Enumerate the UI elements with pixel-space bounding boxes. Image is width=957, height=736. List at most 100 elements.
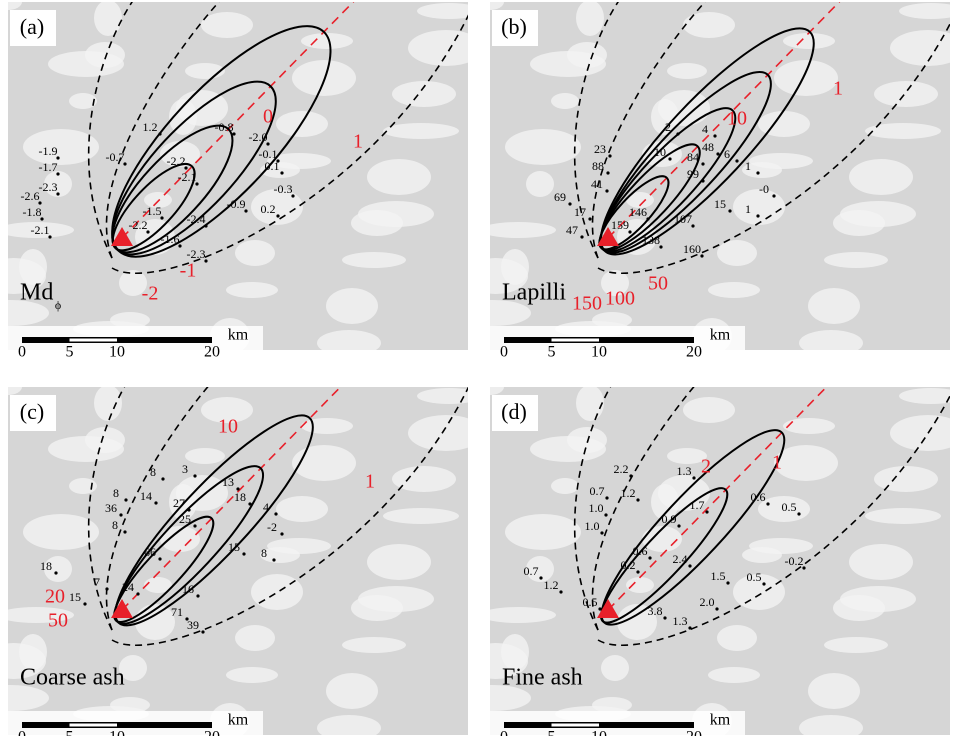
sample-dot	[766, 502, 769, 505]
terrain-patch	[708, 667, 760, 683]
terrain-patch	[417, 3, 481, 19]
scale-bar-white	[552, 724, 600, 727]
terrain-patch	[480, 607, 556, 623]
scale-bar-white	[70, 339, 118, 342]
sample-dot	[568, 202, 571, 205]
sample-dot	[608, 154, 611, 157]
panel-title: Fine ash	[502, 665, 583, 691]
sample-value: 8	[113, 486, 119, 500]
sample-dot	[193, 524, 196, 527]
sample-value: -0.7	[106, 150, 125, 164]
sample-value: 71	[171, 605, 183, 619]
sample-value: 6	[724, 147, 730, 161]
scale-tick: 10	[109, 344, 125, 361]
isoline-label: 50	[48, 610, 68, 632]
terrain-patch	[342, 637, 406, 653]
terrain-patch	[69, 478, 97, 494]
sample-dot	[701, 179, 704, 182]
sample-dot	[105, 587, 108, 590]
sample-dot	[668, 157, 671, 160]
sample-value: 1.2	[143, 120, 158, 134]
terrain-patch	[783, 418, 835, 434]
sample-dot	[123, 530, 126, 533]
terrain-patch	[576, 385, 604, 421]
sample-value: 0.9	[662, 512, 677, 526]
terrain-patch	[783, 33, 835, 49]
terrain-patch	[351, 210, 403, 236]
scale-tick: 20	[686, 729, 702, 736]
sample-value: 159	[611, 218, 629, 232]
terrain-patch	[94, 0, 122, 36]
sample-value: 146	[629, 205, 647, 219]
sample-dot	[83, 602, 86, 605]
terrain-patch	[530, 436, 606, 462]
terrain-patch	[48, 51, 124, 77]
isoline-label: 1	[365, 471, 375, 493]
sample-value: 2.4	[673, 552, 688, 566]
terrain-patch	[367, 159, 431, 195]
sample-dot	[280, 171, 283, 174]
terrain-patch	[774, 60, 838, 96]
terrain-patch	[201, 12, 253, 38]
sample-value: 0.5	[782, 500, 797, 514]
terrain-patch	[342, 252, 406, 268]
terrain-patch	[226, 667, 278, 683]
sample-dot	[636, 498, 639, 501]
terrain-patch	[69, 93, 97, 109]
sample-value: -2	[267, 520, 277, 534]
sample-dot	[692, 476, 695, 479]
terrain-patch	[408, 415, 484, 451]
scale-unit: km	[228, 327, 249, 344]
sample-value: 1.3	[677, 464, 692, 478]
terrain-patch	[576, 0, 604, 36]
sample-value: 48	[702, 140, 714, 154]
sample-dot	[636, 570, 639, 573]
terrain-patch	[667, 63, 707, 79]
terrain-patch	[551, 93, 579, 109]
terrain-patch	[530, 51, 606, 77]
sample-dot	[688, 626, 691, 629]
sample-dot	[154, 501, 157, 504]
sample-value: 3	[182, 462, 188, 476]
sample-value: 15	[69, 590, 81, 604]
terrain-patch	[392, 81, 456, 107]
sample-dot	[201, 630, 204, 633]
scale-tick: 10	[591, 344, 607, 361]
sample-value: 0.5	[747, 570, 762, 584]
sample-value: 41	[591, 177, 603, 191]
terrain-patch	[808, 288, 860, 324]
terrain-patch	[708, 282, 760, 298]
sample-value: -0.9	[227, 197, 246, 211]
sample-dot	[276, 214, 279, 217]
terrain-patch	[235, 625, 275, 651]
sample-dot	[604, 513, 607, 516]
sample-dot	[735, 159, 738, 162]
scale-tick: 0	[18, 344, 26, 361]
panel-title: Md	[20, 280, 53, 306]
sample-dot	[280, 532, 283, 535]
sample-value: -0.3	[274, 182, 293, 196]
panel-title: Coarse ash	[20, 665, 125, 691]
sample-value: -1.5	[143, 204, 162, 218]
sample-value: 99	[687, 167, 699, 181]
sample-value: 3.8	[648, 604, 663, 618]
terrain-patch	[874, 81, 938, 107]
sample-value: 4	[702, 122, 708, 136]
scale-tick: 5	[548, 344, 556, 361]
sample-value: 0.1	[265, 159, 280, 173]
sample-value: 18	[234, 490, 246, 504]
sample-value: -2.4	[187, 212, 206, 226]
sample-dot	[539, 576, 542, 579]
sample-dot	[705, 510, 708, 513]
sample-value: 8	[112, 518, 118, 532]
scale-unit: km	[228, 712, 249, 729]
isoline-label: 1	[833, 78, 843, 100]
sample-dot	[196, 594, 199, 597]
terrain-patch	[48, 436, 124, 462]
terrain-patch	[326, 673, 378, 709]
scale-tick: 0	[500, 729, 508, 736]
sample-dot	[193, 474, 196, 477]
terrain-patch	[185, 448, 225, 464]
sample-value: 0.5	[583, 595, 598, 609]
sample-value: 0.7	[524, 564, 539, 578]
